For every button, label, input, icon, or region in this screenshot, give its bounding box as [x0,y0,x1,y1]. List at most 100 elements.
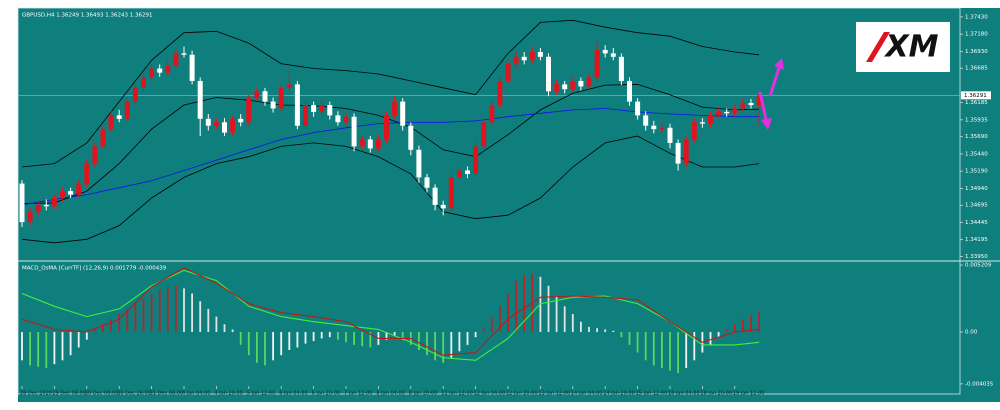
histogram-bar [77,332,80,348]
candle-body [424,177,430,188]
candle-body [456,170,462,178]
candle-body [618,56,624,81]
candle-body [400,101,406,126]
logo-slash [866,32,890,62]
x-tick-label: 30 Dec 00:00 [85,391,119,397]
candle-body [448,177,454,209]
histogram-bar [555,296,558,333]
x-tick-label: 11 Jan 12:00 [441,391,473,397]
histogram-bar [434,332,436,361]
x-tick-label: 18 Jan 20:00 [700,391,732,397]
candle-body [124,101,130,119]
candle-body [740,102,746,109]
candle-body [157,68,163,73]
candle-body [594,49,600,78]
histogram-bar [134,303,137,333]
candle-body [708,115,713,124]
candle-body [213,122,219,126]
histogram-bar [361,332,364,347]
y-tick-label: 1.36185 [965,100,988,106]
candle-body [108,115,114,130]
histogram-bar [369,332,372,348]
histogram-bar [207,308,210,333]
x-tick-label: 30 Dec 16:00 [117,391,151,397]
histogram-bar [353,332,355,345]
histogram-bar [29,332,31,366]
histogram-bar [345,332,347,343]
candle-body [173,53,179,66]
histogram-bar [580,321,582,333]
histogram-bar [199,301,202,333]
histogram-bar [442,332,445,363]
candle-body [716,111,722,116]
histogram-bar [725,329,728,333]
indicator-header: MACD_OsMA [CurrTF] (12,26,9) 0.001779 -0… [22,266,167,272]
candle-body [303,105,308,126]
candle-body [68,191,74,195]
histogram-bar [596,328,598,333]
x-tick-label: 12 Jan 04:00 [474,391,506,397]
candle-body [440,204,446,209]
down-arrow [758,91,769,125]
histogram-bar [499,306,501,333]
price-label-box [961,91,991,100]
histogram-bar [272,332,274,361]
histogram-bar [636,332,639,353]
candle-body [546,56,551,92]
macd-line [21,269,760,361]
histogram-bar [118,314,121,333]
histogram-bar [85,332,88,340]
candle-body [505,63,511,81]
histogram-bar [418,332,420,351]
candle-body [554,84,560,92]
candle-body [222,122,227,133]
candle-body [19,183,25,223]
candle-body [432,187,438,205]
symbol-header: GBPUSD,H4 1.36249 1.36493 1.36243 1.3629… [22,13,152,19]
histogram-bar [150,293,153,333]
logo-text: XM [884,30,939,65]
price-label: 1.36291 [964,93,987,99]
histogram-bar [644,332,647,361]
x-tick-label: 8 Jan 20:00 [409,391,437,397]
y-tick-label: 1.34940 [965,186,988,192]
x-tick-label: 31 Dec 08:00 [150,391,184,397]
candle-body [384,115,389,140]
macd-line [21,267,760,356]
histogram-bar [450,332,453,358]
y-tick-label: 0.00 [965,330,978,336]
histogram-bar [482,326,485,333]
candle-body [335,115,341,123]
candle-body [27,211,33,223]
candle-body [311,105,317,112]
candle-body [230,118,236,133]
candle-body [359,139,365,147]
candle-body [513,56,519,64]
histogram-bar [337,332,339,340]
x-tick-label: 12 Jan 20:00 [506,391,538,397]
x-tick-label: 13 Jan 12:00 [538,391,570,397]
candle-body [602,49,608,54]
candle-body [635,101,641,116]
candle-body [278,87,284,109]
candle-body [351,116,357,147]
x-tick-label: 6 Jan 20:00 [312,391,340,397]
down-arrow-head [761,118,772,130]
candle-body [84,163,90,185]
broker-logo: XM [856,22,950,72]
candle-body [205,118,211,126]
y-tick-label: 1.33950 [965,254,988,260]
candle-body [570,80,576,90]
histogram-bar [669,332,671,371]
candle-body [238,118,244,123]
candle-body [659,127,665,130]
candle-body [699,122,705,124]
candle-body [408,125,414,150]
y-tick-label: 1.35690 [965,134,988,140]
histogram-bar [523,275,526,333]
x-tick-label: 15 Jan 12:00 [636,391,668,397]
candle-body [416,149,422,178]
histogram-bar [677,332,679,374]
histogram-bar [110,319,112,333]
